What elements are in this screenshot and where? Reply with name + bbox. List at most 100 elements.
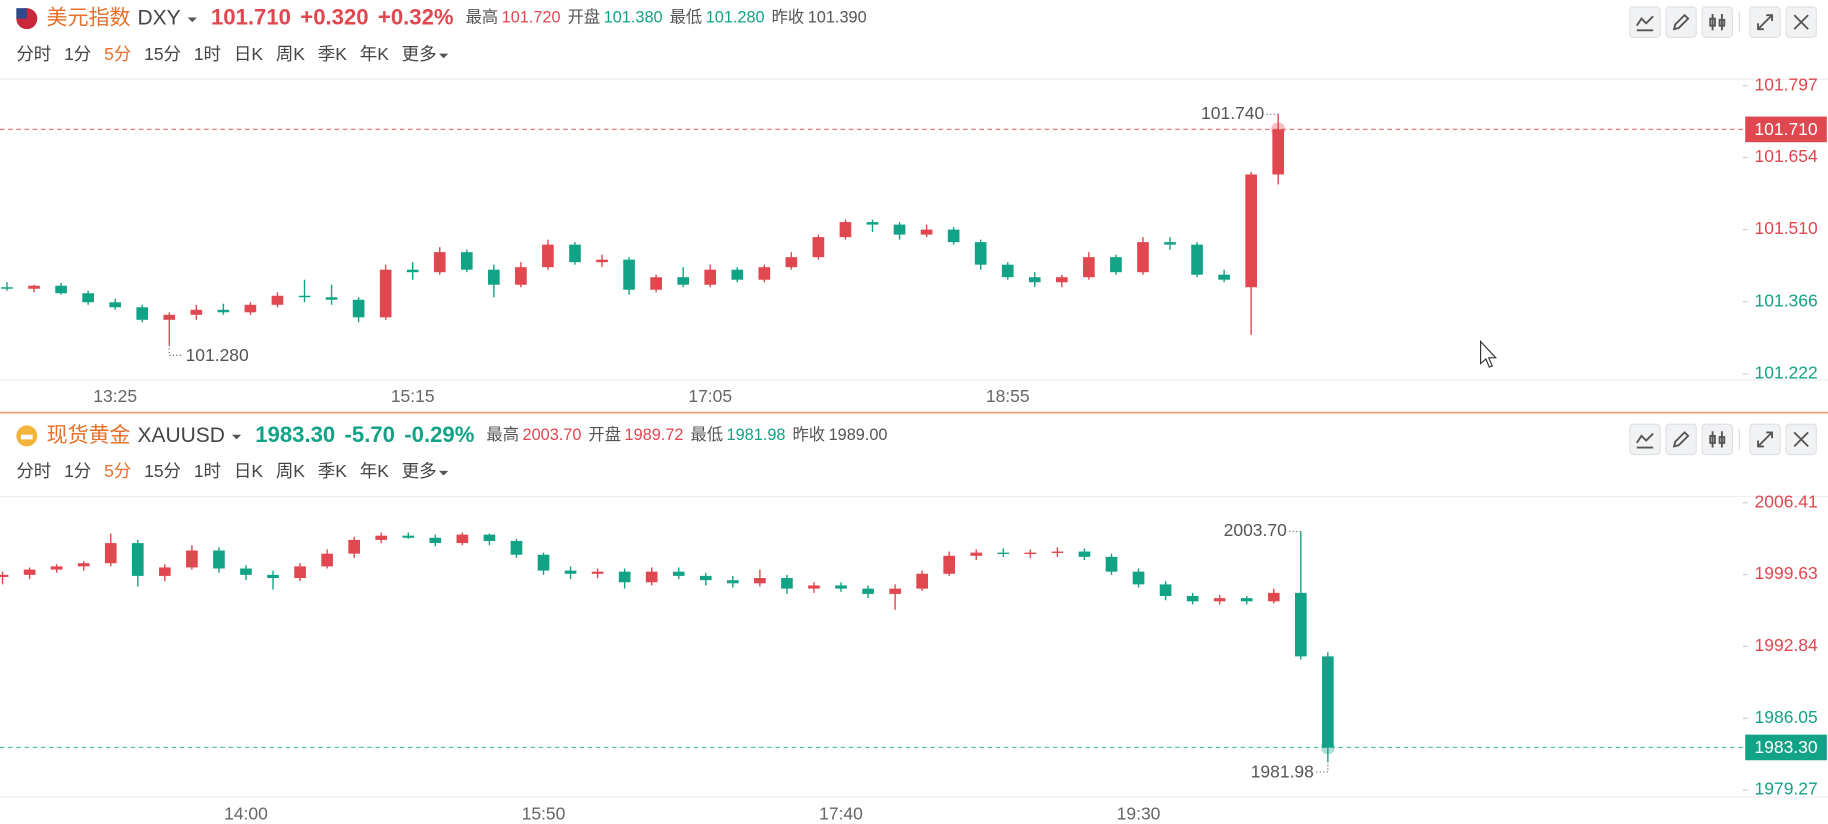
- candle-body: [1245, 174, 1257, 288]
- timeframe-tab[interactable]: 周K: [276, 43, 305, 63]
- candle-body: [1191, 244, 1203, 275]
- y-tick-label: 101.797: [1755, 74, 1818, 94]
- last-price-label: 1983.30: [1754, 737, 1817, 757]
- stat-value: 2003.70: [523, 426, 582, 444]
- candle-body: [970, 552, 983, 556]
- timeframe-tab[interactable]: 1分: [64, 43, 91, 63]
- stat-value: 1989.00: [829, 426, 888, 444]
- candle-body: [55, 285, 67, 294]
- candle-body: [537, 554, 550, 571]
- toolbar-icon: [1709, 431, 1726, 448]
- candle-body: [727, 580, 739, 584]
- x-tick-label: 17:40: [819, 803, 863, 823]
- timeframe-tab[interactable]: 分时: [16, 461, 51, 481]
- timeframe-tab[interactable]: 5分: [104, 43, 131, 63]
- candle-body: [28, 285, 40, 289]
- candle-body: [325, 297, 338, 300]
- timeframe-tab[interactable]: 日K: [234, 43, 263, 63]
- toolbar-icon: [1636, 432, 1654, 449]
- candle-body: [213, 550, 225, 569]
- candle-body: [352, 299, 365, 318]
- candle-body: [1083, 257, 1095, 278]
- y-tick-label: 1979.27: [1755, 779, 1818, 799]
- timeframe-tab[interactable]: 1时: [194, 43, 221, 63]
- timeframe-tab[interactable]: 1时: [194, 461, 221, 481]
- candle-body: [1272, 129, 1285, 175]
- candle-body: [217, 309, 230, 313]
- low-annotation: 1981.98: [1251, 762, 1314, 782]
- stat-label: 昨收: [772, 9, 805, 27]
- candle-body: [515, 267, 527, 285]
- stat-value: 101.390: [808, 9, 867, 27]
- candle-body: [1218, 274, 1230, 280]
- candle-body: [889, 588, 901, 594]
- candle-body: [1159, 584, 1172, 597]
- stat-value: 101.380: [604, 9, 663, 27]
- instrument-name: 现货黄金: [47, 423, 131, 446]
- stats: 最高 2003.70 开盘 1989.72 最低 1981.98 昨收 1989.00: [486, 425, 887, 444]
- timeframe-tab[interactable]: 年K: [360, 461, 389, 481]
- candle-body: [645, 571, 658, 583]
- mouse-cursor: [1480, 340, 1498, 368]
- candle-body: [50, 566, 63, 570]
- candle-body: [267, 574, 279, 579]
- toolbar-button[interactable]: [1665, 423, 1697, 456]
- toolbar-icon: [1757, 431, 1773, 448]
- x-tick-label: 17:05: [688, 386, 732, 406]
- timeframe-tab[interactable]: 分时: [16, 43, 51, 63]
- candle-body: [1024, 552, 1037, 555]
- stat-label: 最高: [486, 426, 519, 444]
- toolbar-button[interactable]: [1665, 6, 1697, 38]
- y-tick-label: 2006.41: [1755, 491, 1818, 511]
- candle-body: [136, 307, 149, 320]
- candle-body: [866, 222, 879, 225]
- candle-body: [190, 309, 203, 315]
- timeframe-tab[interactable]: 15分: [144, 461, 181, 481]
- candle-body: [758, 267, 771, 280]
- timeframe-tab[interactable]: 日K: [234, 461, 263, 481]
- stat-value: 1989.72: [625, 426, 684, 444]
- timeframe-tab[interactable]: 周K: [276, 461, 305, 481]
- y-tick-label: 101.222: [1755, 363, 1818, 383]
- stat-value: 101.280: [706, 9, 765, 27]
- toolbar-button[interactable]: [1701, 423, 1733, 456]
- candle-body: [483, 534, 496, 541]
- instrument-title: 现货黄金 XAUUSD: [47, 423, 225, 446]
- quote: 101.710 +0.320 +0.32%: [211, 4, 454, 29]
- candle-body: [974, 242, 987, 265]
- stat-label: 开盘: [568, 8, 601, 27]
- candle-body: [596, 259, 608, 263]
- candle-body: [1294, 592, 1307, 657]
- stats: 最高 101.720 开盘 101.380 最低 101.280 昨收 101.390: [466, 8, 867, 27]
- candle-body: [433, 252, 446, 273]
- x-tick-label: 15:50: [522, 803, 566, 823]
- x-tick-label: 14:00: [224, 803, 268, 823]
- candle-body: [0, 574, 9, 577]
- candle-body: [244, 304, 257, 313]
- more-dropdown: [438, 53, 449, 59]
- instrument-name: 美元指数: [47, 6, 131, 29]
- candle-body: [1105, 556, 1118, 572]
- y-tick-label: 101.510: [1755, 218, 1818, 238]
- candle-body: [564, 570, 577, 574]
- timeframe-tab[interactable]: 季K: [318, 43, 347, 63]
- candle-body: [916, 573, 928, 589]
- candle-body: [618, 571, 631, 583]
- timeframe-tab[interactable]: 更多: [402, 461, 437, 481]
- timeframe-tab[interactable]: 年K: [360, 43, 389, 63]
- instrument-symbol: DXY: [138, 6, 181, 29]
- candle-body: [348, 539, 361, 554]
- toolbar-button[interactable]: [1701, 6, 1733, 38]
- candle-body: [240, 568, 252, 575]
- timeframe-tab[interactable]: 1分: [64, 461, 91, 481]
- timeframe-tab[interactable]: 季K: [318, 461, 347, 481]
- candle-body: [812, 237, 825, 258]
- timeframe-tab[interactable]: 更多: [402, 43, 437, 63]
- candle-body: [375, 535, 388, 540]
- timeframe-tab[interactable]: 15分: [144, 43, 181, 63]
- candle-body: [402, 535, 415, 538]
- instrument-title: 美元指数 DXY: [47, 6, 181, 29]
- stat-label: 最高: [466, 9, 499, 27]
- timeframe-tab[interactable]: 5分: [104, 461, 131, 481]
- candle-body: [82, 293, 94, 303]
